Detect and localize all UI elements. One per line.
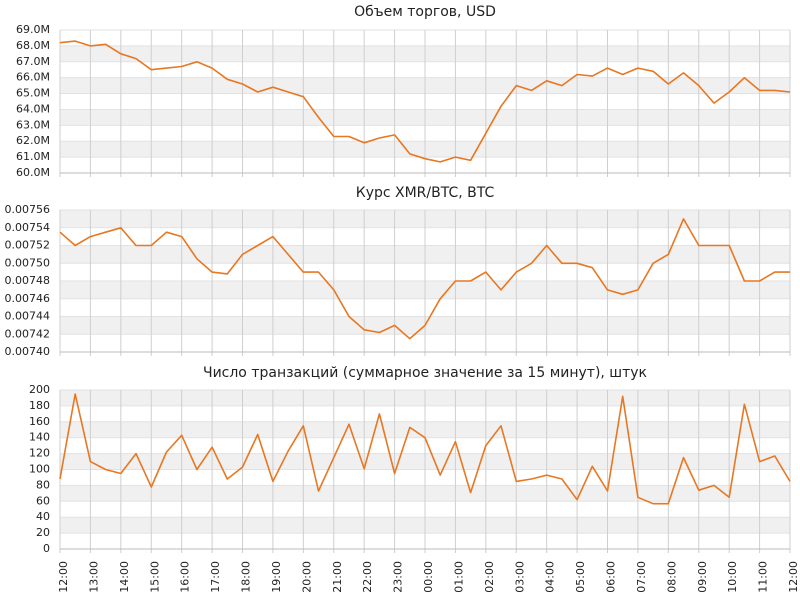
x-tick-label: 02:00	[483, 561, 496, 593]
x-tick-label: 01:00	[452, 561, 465, 593]
y-tick-label: 100	[29, 463, 50, 476]
y-tick-label: 140	[29, 431, 50, 444]
y-tick-label: 0.00748	[5, 274, 51, 287]
data-line	[59, 218, 790, 340]
chart-title: Курс XMR/BTC, BTC	[356, 185, 495, 201]
y-tick-label: 68.0M	[16, 39, 50, 52]
y-tick-label: 69.0M	[16, 23, 50, 36]
y-tick-label: 62.0M	[16, 134, 50, 147]
x-tick-label: 21:00	[331, 561, 344, 593]
y-tick-label: 63.0M	[16, 118, 50, 131]
y-tick-label: 0.00756	[5, 203, 51, 216]
x-tick-label: 13:00	[87, 561, 100, 593]
y-tick-label: 65.0M	[16, 87, 50, 100]
x-tick-label: 15:00	[148, 561, 161, 593]
x-tick-label: 11:00	[757, 561, 770, 593]
y-tick-label: 0.00754	[5, 221, 51, 234]
y-tick-label: 64.0M	[16, 102, 50, 115]
x-tick-label: 14:00	[118, 561, 131, 593]
x-tick-label: 04:00	[544, 561, 557, 593]
x-tick-label: 12:00	[57, 561, 70, 593]
y-tick-label: 0.00750	[5, 256, 51, 269]
x-tick-label: 05:00	[574, 561, 587, 593]
y-tick-label: 20	[36, 526, 50, 539]
x-tick-label: 07:00	[635, 561, 648, 593]
y-tick-label: 40	[36, 510, 50, 523]
x-tick-label: 09:00	[696, 561, 709, 593]
y-tick-label: 80	[36, 478, 50, 491]
x-tick-label: 22:00	[361, 561, 374, 593]
y-tick-label: 0.00746	[5, 292, 51, 305]
y-tick-label: 60.0M	[16, 166, 50, 179]
y-tick-label: 200	[29, 383, 50, 396]
y-tick-label: 160	[29, 415, 50, 428]
x-tick-label: 08:00	[665, 561, 678, 593]
chart-title: Объем торгов, USD	[354, 4, 496, 20]
y-tick-label: 120	[29, 447, 50, 460]
y-tick-label: 0.00740	[5, 345, 51, 358]
x-tick-label: 19:00	[270, 561, 283, 593]
y-tick-label: 0.00742	[5, 327, 51, 340]
x-tick-label: 03:00	[513, 561, 526, 593]
y-tick-label: 0.00752	[5, 239, 51, 252]
x-tick-label: 12:00	[787, 561, 800, 593]
x-tick-label: 10:00	[726, 561, 739, 593]
y-tick-label: 0	[43, 542, 50, 555]
y-tick-label: 61.0M	[16, 150, 50, 163]
x-tick-label: 00:00	[422, 561, 435, 593]
data-line	[59, 393, 791, 505]
y-tick-label: 67.0M	[16, 55, 50, 68]
x-tick-label: 18:00	[240, 561, 253, 593]
x-tick-label: 16:00	[179, 561, 192, 593]
chart-title: Число транзакций (суммарное значение за …	[203, 365, 647, 381]
y-tick-label: 0.00744	[5, 310, 51, 323]
x-tick-label: 23:00	[392, 561, 405, 593]
data-line	[59, 40, 791, 163]
x-tick-label: 20:00	[300, 561, 313, 593]
y-tick-label: 60	[36, 494, 50, 507]
y-tick-label: 180	[29, 399, 50, 412]
y-tick-label: 66.0M	[16, 71, 50, 84]
x-tick-label: 06:00	[605, 561, 618, 593]
x-tick-label: 17:00	[209, 561, 222, 593]
